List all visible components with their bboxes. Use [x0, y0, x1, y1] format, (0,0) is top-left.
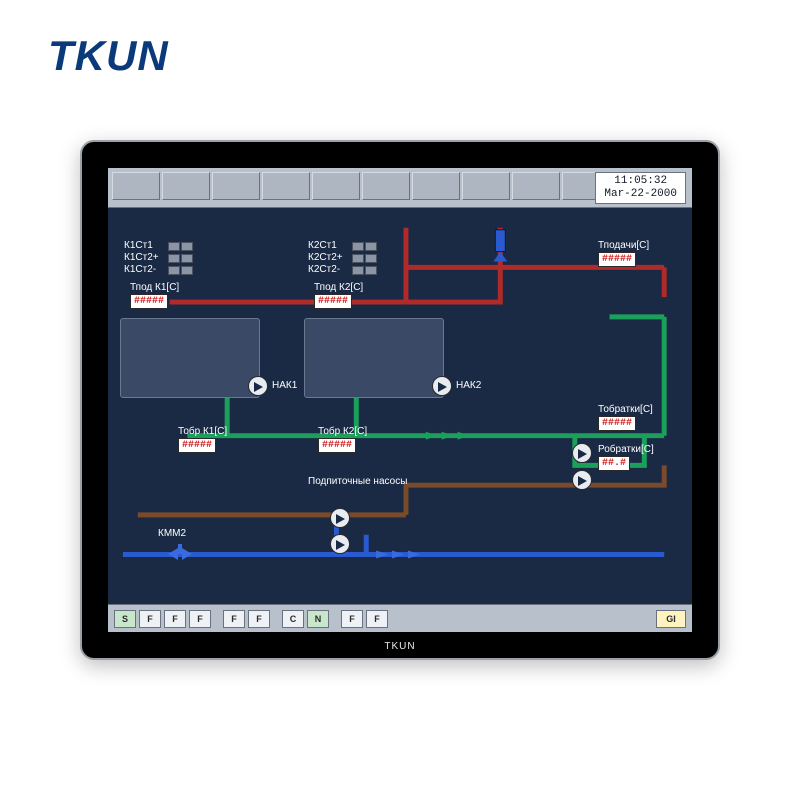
- top-button[interactable]: [462, 172, 510, 200]
- fkey-button[interactable]: F: [341, 610, 363, 628]
- makeup-pumps-label: Подпиточные насосы: [308, 476, 407, 487]
- fkey-button[interactable]: F: [139, 610, 161, 628]
- clock-time: 11:05:32: [604, 175, 677, 188]
- fkey-button[interactable]: F: [164, 610, 186, 628]
- fkey-button[interactable]: S: [114, 610, 136, 628]
- top-toolbar: 11:05:32 Mar-22-2000: [108, 168, 692, 208]
- top-button[interactable]: [312, 172, 360, 200]
- clock-display: 11:05:32 Mar-22-2000: [595, 172, 686, 204]
- robratki-value[interactable]: ##.#: [598, 456, 630, 471]
- tobr-k1-value[interactable]: #####: [178, 438, 216, 453]
- k1-row-label: К1Ст2+: [124, 252, 159, 263]
- tpod-k1-value[interactable]: #####: [130, 294, 168, 309]
- k2-row-label: К2Ст2+: [308, 252, 343, 263]
- kmm2-label: КММ2: [158, 528, 186, 539]
- tobr-k2-label: Тобр К2[С]: [318, 426, 367, 437]
- tpod-k1-label: Тпод К1[С]: [130, 282, 179, 293]
- robratki-label: Робратки[С]: [598, 444, 654, 455]
- top-button[interactable]: [412, 172, 460, 200]
- tobratki-label: Тобратки[С]: [598, 404, 653, 415]
- k2-indicator-blocks: [352, 254, 377, 263]
- fkey-gi-button[interactable]: GI: [656, 610, 686, 628]
- clock-date: Mar-22-2000: [604, 188, 677, 201]
- pump-nak1-label: НАК1: [272, 380, 297, 391]
- top-button[interactable]: [212, 172, 260, 200]
- brand-logo: TKUN: [48, 32, 169, 80]
- makeup-pump-icon[interactable]: [330, 508, 350, 528]
- hmi-screen: 11:05:32 Mar-22-2000: [108, 168, 692, 632]
- k2-indicator-blocks: [352, 266, 377, 275]
- top-button[interactable]: [162, 172, 210, 200]
- bottom-toolbar: S F F F F F C N F F GI: [108, 604, 692, 632]
- circulation-pump-icon[interactable]: [572, 470, 592, 490]
- monitor-brand-label: TKUN: [384, 641, 415, 652]
- pump-nak1-icon[interactable]: [248, 376, 268, 396]
- fkey-button[interactable]: N: [307, 610, 329, 628]
- makeup-pump-icon[interactable]: [330, 534, 350, 554]
- k1-indicator-blocks: [168, 266, 193, 275]
- k2-row-label: К2Ст2-: [308, 264, 340, 275]
- tpod-k2-value[interactable]: #####: [314, 294, 352, 309]
- k1-row-label: К1Ст1: [124, 240, 153, 251]
- tpod-k2-label: Тпод К2[С]: [314, 282, 363, 293]
- tobratki-value[interactable]: #####: [598, 416, 636, 431]
- fkey-button[interactable]: F: [189, 610, 211, 628]
- monitor-frame: TKUN 11:05:32 Mar-22-2000: [80, 140, 720, 660]
- boiler-2-graphic: [304, 318, 444, 398]
- k2-row-label: К2Ст1: [308, 240, 337, 251]
- fkey-separator: [332, 610, 338, 628]
- tpodachi-value[interactable]: #####: [598, 252, 636, 267]
- fkey-button[interactable]: F: [223, 610, 245, 628]
- pump-nak2-label: НАК2: [456, 380, 481, 391]
- top-button[interactable]: [362, 172, 410, 200]
- k2-indicator-blocks: [352, 242, 377, 251]
- tpodachi-label: Тподачи[С]: [598, 240, 649, 251]
- process-canvas: К1Ст1 К1Ст2+ К1Ст2- Тпод К1[С] ##### НАК…: [108, 208, 692, 604]
- top-button[interactable]: [112, 172, 160, 200]
- fkey-separator: [273, 610, 279, 628]
- k1-indicator-blocks: [168, 254, 193, 263]
- k1-indicator-blocks: [168, 242, 193, 251]
- control-valve-icon: [493, 230, 507, 262]
- fkey-button[interactable]: C: [282, 610, 304, 628]
- tobr-k2-value[interactable]: #####: [318, 438, 356, 453]
- top-toolbar-buttons: [112, 172, 610, 200]
- top-button[interactable]: [262, 172, 310, 200]
- top-button[interactable]: [512, 172, 560, 200]
- tobr-k1-label: Тобр К1[С]: [178, 426, 227, 437]
- kmm2-valve-icon[interactable]: [168, 542, 192, 566]
- circulation-pump-icon[interactable]: [572, 443, 592, 463]
- k1-row-label: К1Ст2-: [124, 264, 156, 275]
- fkey-separator: [214, 610, 220, 628]
- fkey-button[interactable]: F: [366, 610, 388, 628]
- fkey-button[interactable]: F: [248, 610, 270, 628]
- boiler-1-graphic: [120, 318, 260, 398]
- pump-nak2-icon[interactable]: [432, 376, 452, 396]
